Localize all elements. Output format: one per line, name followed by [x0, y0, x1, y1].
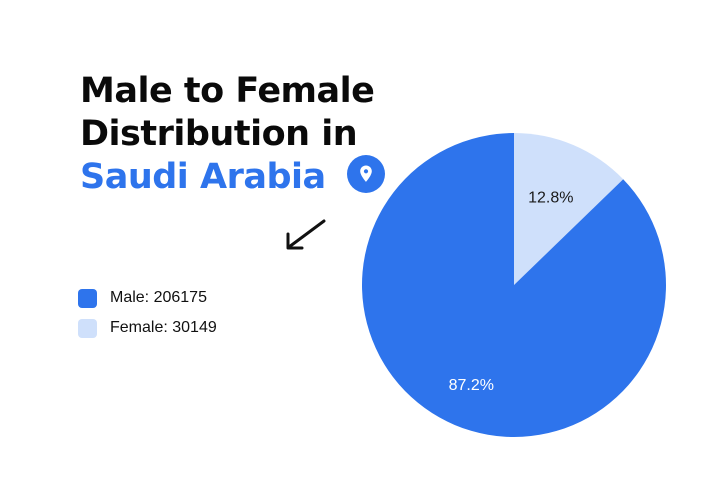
legend-item-male: Male: 206175 [78, 283, 217, 313]
pie-slice-female [514, 133, 624, 285]
legend-label-female: Female: 30149 [110, 319, 217, 336]
title-line-3: Saudi Arabia [80, 157, 326, 197]
pie-slice-male [362, 133, 667, 437]
title-line-1: Male to Female [80, 71, 375, 111]
title-line-2: Distribution in [80, 114, 358, 154]
legend-swatch-female [78, 318, 97, 338]
pie-label-female: 12.8% [528, 189, 573, 206]
arrow-down-left-icon [286, 219, 326, 250]
legend-label-male: Male: 206175 [110, 289, 207, 306]
legend: Male: 206175 Female: 30149 [78, 283, 217, 343]
legend-swatch-male [78, 288, 97, 308]
location-pin-icon [347, 155, 386, 193]
pie-label-male: 87.2% [449, 377, 494, 394]
chart-title: Male to Female Distribution in Saudi Ara… [80, 70, 386, 199]
legend-item-female: Female: 30149 [78, 313, 217, 343]
